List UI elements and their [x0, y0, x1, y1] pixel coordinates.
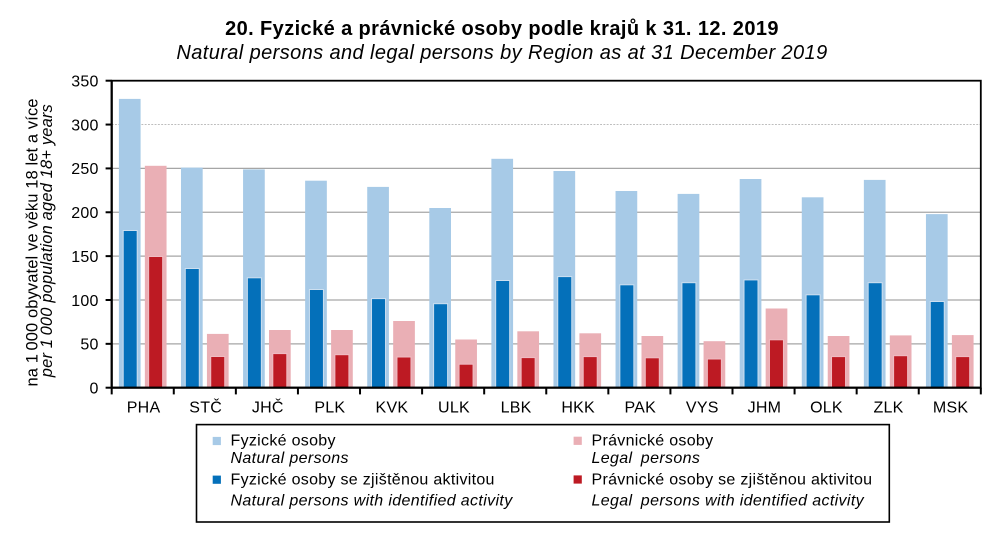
svg-text:Natural persons: Natural persons — [231, 450, 349, 467]
svg-text:0: 0 — [90, 381, 99, 398]
svg-text:JHM: JHM — [748, 400, 782, 417]
svg-text:Právnické osoby: Právnické osoby — [592, 432, 714, 449]
svg-text:VYS: VYS — [686, 400, 719, 417]
svg-text:200: 200 — [71, 205, 98, 222]
svg-text:Právnické osoby se zjištěnou a: Právnické osoby se zjištěnou aktivitou — [592, 472, 873, 489]
svg-text:OLK: OLK — [810, 400, 843, 417]
svg-text:300: 300 — [71, 117, 98, 134]
svg-text:MSK: MSK — [933, 400, 969, 417]
svg-text:Legal persons with identified: Legal persons with identified activity — [592, 493, 865, 510]
svg-text:50: 50 — [80, 337, 98, 354]
svg-text:Natural persons and legal pers: Natural persons and legal persons by Reg… — [176, 42, 827, 64]
svg-text:ULK: ULK — [438, 400, 470, 417]
svg-text:PLK: PLK — [314, 400, 345, 417]
svg-text:per 1 000 population aged 18+: per 1 000 population aged 18+ years — [38, 104, 56, 378]
svg-text:HKK: HKK — [561, 400, 595, 417]
svg-text:PHA: PHA — [127, 400, 161, 417]
svg-text:150: 150 — [71, 249, 98, 266]
svg-text:250: 250 — [71, 161, 98, 178]
svg-text:JHČ: JHČ — [252, 398, 284, 417]
svg-text:Natural persons with identifie: Natural persons with identified activity — [231, 493, 514, 510]
svg-text:na 1 000 obyvatel ve věku 18 l: na 1 000 obyvatel ve věku 18 let a více — [24, 99, 42, 387]
svg-text:Fyzické osoby se zjištěnou akt: Fyzické osoby se zjištěnou aktivitou — [231, 472, 495, 489]
svg-text:20. Fyzické a právnické osoby: 20. Fyzické a právnické osoby podle kraj… — [225, 18, 779, 40]
svg-text:PAK: PAK — [624, 400, 656, 417]
svg-text:Fyzické osoby: Fyzické osoby — [231, 432, 336, 449]
svg-text:STČ: STČ — [189, 398, 222, 417]
svg-text:350: 350 — [71, 74, 98, 91]
svg-text:100: 100 — [71, 293, 98, 310]
svg-text:Legal persons: Legal persons — [592, 450, 701, 467]
svg-text:LBK: LBK — [501, 400, 532, 417]
svg-text:ZLK: ZLK — [874, 400, 904, 417]
svg-text:KVK: KVK — [376, 400, 409, 417]
